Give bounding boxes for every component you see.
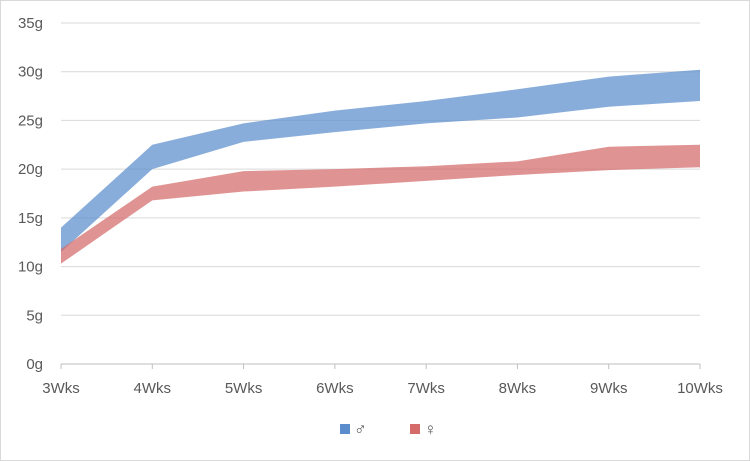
y-tick-label: 25g	[18, 112, 43, 129]
x-tick-label: 3Wks	[42, 380, 80, 397]
x-tick-label: 5Wks	[225, 380, 263, 397]
y-tick-label: 35g	[18, 15, 43, 32]
legend-label: ♀	[424, 420, 437, 439]
y-tick-label: 30g	[18, 64, 43, 81]
x-axis	[60, 363, 701, 369]
y-tick-label: 15g	[18, 210, 43, 227]
legend-swatch	[340, 424, 350, 434]
x-tick-label: 6Wks	[316, 380, 354, 397]
legend-label: ♂	[354, 420, 367, 439]
y-tick-label: 0g	[26, 356, 43, 373]
legend-swatch	[410, 424, 420, 434]
series-band	[61, 69, 700, 252]
y-tick-labels: 0g 5g 10g 15g 20g 25g 30g 35g	[18, 15, 43, 373]
x-tick-labels: 3Wks 4Wks 5Wks 6Wks 7Wks 8Wks 9Wks 10Wks	[42, 380, 723, 397]
x-tick-label: 4Wks	[134, 380, 172, 397]
series-band	[61, 144, 700, 264]
y-tick-label: 5g	[26, 307, 43, 324]
legend: ♂ ♀	[340, 420, 437, 439]
y-tick-label: 20g	[18, 161, 43, 178]
series-bands	[61, 69, 700, 264]
x-tick-label: 10Wks	[677, 380, 723, 397]
x-tick-label: 9Wks	[590, 380, 628, 397]
y-tick-label: 10g	[18, 259, 43, 276]
x-tick-label: 8Wks	[499, 380, 537, 397]
x-tick-label: 7Wks	[407, 380, 445, 397]
